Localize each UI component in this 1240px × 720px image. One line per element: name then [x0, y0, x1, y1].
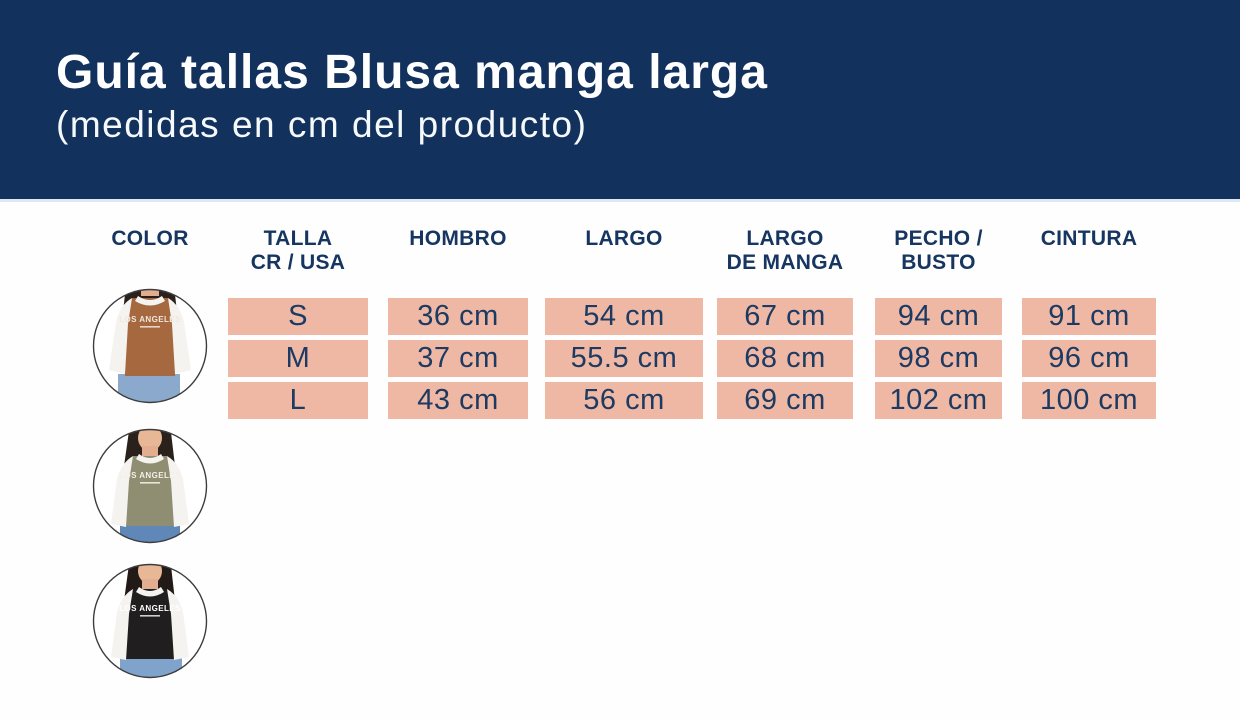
cell-pecho-busto-l: 102 cm [875, 382, 1002, 419]
cell-hombro-s: 36 cm [388, 298, 528, 335]
cell-talla-s: S [228, 298, 368, 335]
page-subtitle: (medidas en cm del producto) [56, 104, 588, 145]
column-header-cintura: CINTURA [1040, 227, 1138, 250]
cell-largo-de-manga-m: 68 cm [717, 340, 853, 377]
column-header-largo: LARGO [585, 227, 663, 250]
page-title: Guía tallas Blusa manga larga [56, 46, 768, 99]
cell-largo-de-manga-s: 67 cm [717, 298, 853, 335]
product-photo-brown-blouse: LOS ANGELES [92, 288, 208, 404]
column-largo-de-manga: LARGO DE MANGA 67 cm 68 cm 69 cm [717, 227, 853, 424]
column-header-largo-de-manga: LARGO DE MANGA [726, 227, 844, 274]
column-header-hombro: HOMBRO [409, 227, 507, 250]
cell-cintura-l: 100 cm [1022, 382, 1156, 419]
cell-cintura-s: 91 cm [1022, 298, 1156, 335]
column-cintura: CINTURA 91 cm 96 cm 100 cm [1022, 227, 1156, 424]
column-header-pecho-busto: PECHO / BUSTO [894, 227, 983, 274]
cell-largo-s: 54 cm [545, 298, 703, 335]
cell-pecho-busto-s: 94 cm [875, 298, 1002, 335]
product-photo-black-blouse: LOS ANGELES [92, 563, 208, 679]
column-talla: TALLA CR / USA S M L [228, 227, 368, 424]
header-banner: Guía tallas Blusa manga larga (medidas e… [0, 0, 1240, 202]
cell-talla-m: M [228, 340, 368, 377]
cell-talla-l: L [228, 382, 368, 419]
column-pecho-busto: PECHO / BUSTO 94 cm 98 cm 102 cm [875, 227, 1002, 424]
cell-largo-de-manga-l: 69 cm [717, 382, 853, 419]
model-black-blouse-illustration: LOS ANGELES [92, 563, 208, 679]
model-olive-blouse-illustration: LOS ANGELES [92, 428, 208, 544]
cell-largo-m: 55.5 cm [545, 340, 703, 377]
product-photo-olive-blouse: LOS ANGELES [92, 428, 208, 544]
model-brown-blouse-illustration: LOS ANGELES [92, 288, 208, 404]
cell-pecho-busto-m: 98 cm [875, 340, 1002, 377]
column-header-talla: TALLA CR / USA [250, 227, 346, 274]
svg-text:LOS ANGELES: LOS ANGELES [119, 604, 181, 613]
column-hombro: HOMBRO 36 cm 37 cm 43 cm [388, 227, 528, 424]
cell-hombro-l: 43 cm [388, 382, 528, 419]
svg-text:LOS ANGELES: LOS ANGELES [119, 471, 181, 480]
cell-largo-l: 56 cm [545, 382, 703, 419]
cell-hombro-m: 37 cm [388, 340, 528, 377]
column-header-color: COLOR [111, 227, 189, 250]
cell-cintura-m: 96 cm [1022, 340, 1156, 377]
column-color: COLOR [85, 227, 215, 298]
svg-text:LOS ANGELES: LOS ANGELES [119, 315, 181, 324]
column-largo: LARGO 54 cm 55.5 cm 56 cm [545, 227, 703, 424]
